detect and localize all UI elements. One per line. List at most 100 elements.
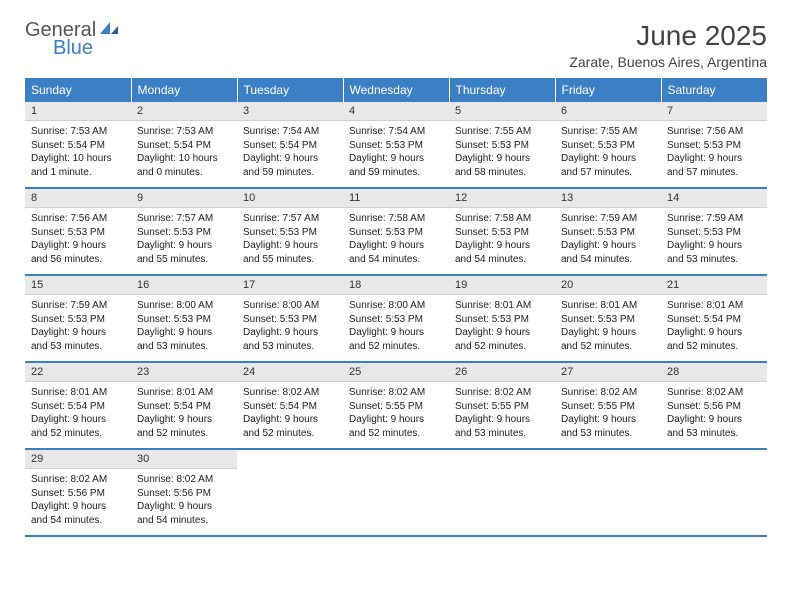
daylight-text: Daylight: 9 hours and 53 minutes. [667, 413, 761, 440]
sunset-text: Sunset: 5:56 PM [667, 400, 761, 414]
sunrise-text: Sunrise: 8:02 AM [667, 386, 761, 400]
sunrise-text: Sunrise: 8:02 AM [137, 473, 231, 487]
sunrise-text: Sunrise: 8:02 AM [243, 386, 337, 400]
sunset-text: Sunset: 5:53 PM [349, 313, 443, 327]
day-number: 6 [555, 102, 661, 121]
day-number: 14 [661, 189, 767, 208]
weekday-header: Saturday [661, 78, 767, 102]
sunset-text: Sunset: 5:54 PM [137, 400, 231, 414]
sunrise-text: Sunrise: 7:59 AM [561, 212, 655, 226]
sunset-text: Sunset: 5:53 PM [349, 139, 443, 153]
daylight-text: Daylight: 9 hours and 55 minutes. [243, 239, 337, 266]
day-number: 9 [131, 189, 237, 208]
daylight-text: Daylight: 9 hours and 52 minutes. [349, 413, 443, 440]
sunset-text: Sunset: 5:55 PM [349, 400, 443, 414]
calendar-day-cell: 27Sunrise: 8:02 AMSunset: 5:55 PMDayligh… [555, 362, 661, 449]
sunset-text: Sunset: 5:54 PM [243, 400, 337, 414]
weekday-header: Friday [555, 78, 661, 102]
sunrise-text: Sunrise: 7:54 AM [243, 125, 337, 139]
daylight-text: Daylight: 9 hours and 52 minutes. [137, 413, 231, 440]
calendar-day-cell: 1Sunrise: 7:53 AMSunset: 5:54 PMDaylight… [25, 102, 131, 188]
calendar-day-cell: 20Sunrise: 8:01 AMSunset: 5:53 PMDayligh… [555, 275, 661, 362]
title-block: June 2025 Zarate, Buenos Aires, Argentin… [569, 20, 767, 70]
sunset-text: Sunset: 5:53 PM [561, 313, 655, 327]
calendar-day-cell: 30Sunrise: 8:02 AMSunset: 5:56 PMDayligh… [131, 449, 237, 536]
calendar-day-cell: 6Sunrise: 7:55 AMSunset: 5:53 PMDaylight… [555, 102, 661, 188]
location-subtitle: Zarate, Buenos Aires, Argentina [569, 54, 767, 70]
calendar-day-cell: 25Sunrise: 8:02 AMSunset: 5:55 PMDayligh… [343, 362, 449, 449]
day-number: 24 [237, 363, 343, 382]
daylight-text: Daylight: 9 hours and 55 minutes. [137, 239, 231, 266]
sunrise-text: Sunrise: 7:58 AM [349, 212, 443, 226]
calendar-day-cell: 28 Sunrise: 8:02 AMSunset: 5:56 PMDayligh… [661, 362, 767, 449]
sunrise-text: Sunrise: 7:57 AM [137, 212, 231, 226]
calendar-week-row: 22Sunrise: 8:01 AMSunset: 5:54 PMDayligh… [25, 362, 767, 449]
calendar-day-cell: 24Sunrise: 8:02 AMSunset: 5:54 PMDayligh… [237, 362, 343, 449]
daylight-text: Daylight: 9 hours and 54 minutes. [455, 239, 549, 266]
calendar-table: SundayMondayTuesdayWednesdayThursdayFrid… [25, 78, 767, 537]
sunset-text: Sunset: 5:56 PM [31, 487, 125, 501]
sunset-text: Sunset: 5:53 PM [561, 226, 655, 240]
calendar-body: 1Sunrise: 7:53 AMSunset: 5:54 PMDaylight… [25, 102, 767, 536]
day-content: Sunrise: 7:58 AMSunset: 5:53 PMDaylight:… [449, 208, 555, 274]
daylight-text: Daylight: 9 hours and 53 minutes. [137, 326, 231, 353]
calendar-day-cell [555, 449, 661, 536]
day-content: Sunrise: 7:57 AMSunset: 5:53 PMDaylight:… [131, 208, 237, 274]
sunrise-text: Sunrise: 7:53 AM [137, 125, 231, 139]
sunset-text: Sunset: 5:53 PM [243, 313, 337, 327]
calendar-day-cell [661, 449, 767, 536]
sunrise-text: Sunrise: 7:55 AM [561, 125, 655, 139]
day-number: 12 [449, 189, 555, 208]
sunrise-text: Sunrise: 8:02 AM [455, 386, 549, 400]
day-number: 28 [661, 363, 767, 382]
weekday-header: Monday [131, 78, 237, 102]
brand-blue: Blue [53, 37, 93, 59]
day-content: Sunrise: 7:55 AMSunset: 5:53 PMDaylight:… [449, 121, 555, 187]
calendar-week-row: 1Sunrise: 7:53 AMSunset: 5:54 PMDaylight… [25, 102, 767, 188]
day-content: Sunrise: 7:59 AMSunset: 5:53 PMDaylight:… [661, 208, 767, 274]
day-number: 22 [25, 363, 131, 382]
calendar-day-cell: 17Sunrise: 8:00 AMSunset: 5:53 PMDayligh… [237, 275, 343, 362]
weekday-header: Wednesday [343, 78, 449, 102]
day-content: Sunrise: 7:56 AMSunset: 5:53 PMDaylight:… [25, 208, 131, 274]
calendar-day-cell [343, 449, 449, 536]
weekday-header: Thursday [449, 78, 555, 102]
day-content: Sunrise: 7:59 AMSunset: 5:53 PMDaylight:… [25, 295, 131, 361]
calendar-day-cell [237, 449, 343, 536]
brand-sail-icon [98, 20, 120, 36]
sunrise-text: Sunrise: 8:00 AM [243, 299, 337, 313]
day-number: 20 [555, 276, 661, 295]
sunset-text: Sunset: 5:53 PM [349, 226, 443, 240]
day-number: 15 [25, 276, 131, 295]
calendar-week-row: 15Sunrise: 7:59 AMSunset: 5:53 PMDayligh… [25, 275, 767, 362]
day-content: Sunrise: 7:59 AMSunset: 5:53 PMDaylight:… [555, 208, 661, 274]
sunrise-text: Sunrise: 8:02 AM [561, 386, 655, 400]
day-number: 11 [343, 189, 449, 208]
day-content: Sunrise: 8:02 AMSunset: 5:55 PMDaylight:… [343, 382, 449, 448]
day-content: Sunrise: 8:00 AMSunset: 5:53 PMDaylight:… [237, 295, 343, 361]
day-number: 30 [131, 450, 237, 469]
daylight-text: Daylight: 9 hours and 53 minutes. [667, 239, 761, 266]
day-number: 3 [237, 102, 343, 121]
sunrise-text: Sunrise: 8:01 AM [561, 299, 655, 313]
day-number: 8 [25, 189, 131, 208]
calendar-day-cell: 5Sunrise: 7:55 AMSunset: 5:53 PMDaylight… [449, 102, 555, 188]
sunrise-text: Sunrise: 8:01 AM [137, 386, 231, 400]
day-content: Sunrise: 8:00 AMSunset: 5:53 PMDaylight:… [343, 295, 449, 361]
sunset-text: Sunset: 5:53 PM [243, 226, 337, 240]
daylight-text: Daylight: 9 hours and 53 minutes. [243, 326, 337, 353]
calendar-day-cell: 4Sunrise: 7:54 AMSunset: 5:53 PMDaylight… [343, 102, 449, 188]
daylight-text: Daylight: 9 hours and 54 minutes. [349, 239, 443, 266]
day-content: Sunrise: 8:02 AMSunset: 5:56 PMDaylight:… [25, 469, 131, 535]
day-content: Sunrise: 8:01 AMSunset: 5:54 PMDaylight:… [25, 382, 131, 448]
day-number: 4 [343, 102, 449, 121]
daylight-text: Daylight: 9 hours and 58 minutes. [455, 152, 549, 179]
sunset-text: Sunset: 5:53 PM [137, 226, 231, 240]
day-number: 10 [237, 189, 343, 208]
day-number: 17 [237, 276, 343, 295]
daylight-text: Daylight: 9 hours and 53 minutes. [561, 413, 655, 440]
day-number: 2 [131, 102, 237, 121]
month-title: June 2025 [569, 20, 767, 52]
calendar-day-cell: 3Sunrise: 7:54 AMSunset: 5:54 PMDaylight… [237, 102, 343, 188]
day-content: Sunrise: 7:58 AMSunset: 5:53 PMDaylight:… [343, 208, 449, 274]
